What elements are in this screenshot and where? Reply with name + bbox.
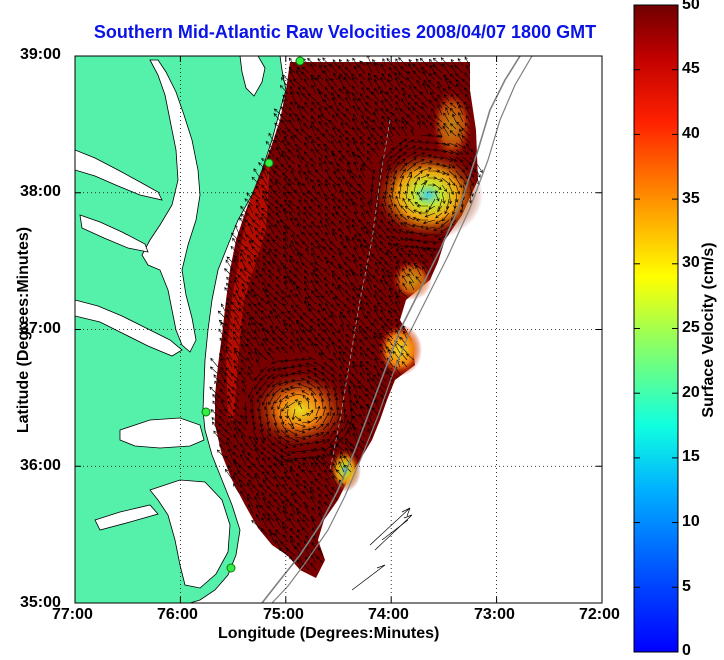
station-marker bbox=[295, 56, 305, 66]
offshore-vectors bbox=[351, 507, 413, 591]
x-tick-label: 76:00 bbox=[157, 606, 198, 623]
bathymetry-contour-3 bbox=[329, 119, 391, 471]
albemarle-sound bbox=[119, 417, 205, 449]
y-tick-label: 39:00 bbox=[20, 46, 61, 63]
colorbar-ticks bbox=[634, 69, 678, 588]
river-pamlico bbox=[94, 504, 159, 531]
colorbar-tick-label: 5 bbox=[682, 578, 691, 595]
y-tick-label: 37:00 bbox=[20, 320, 61, 337]
y-axis-label: Latitude (Degrees:Minutes) bbox=[15, 226, 32, 434]
colorbar-tick-label: 20 bbox=[682, 384, 700, 401]
bathymetry-contour-2 bbox=[271, 56, 533, 603]
eddy-north bbox=[373, 150, 483, 240]
river-potomac bbox=[75, 149, 163, 201]
delaware-bay bbox=[239, 56, 266, 97]
river-rappahannock bbox=[79, 214, 149, 253]
eddy-southeast bbox=[329, 448, 361, 492]
x-axis-label: Longitude (Degrees:Minutes) bbox=[218, 625, 440, 642]
bathymetry-contour-1 bbox=[261, 56, 521, 603]
y-tick-label: 35:00 bbox=[20, 594, 61, 611]
river-james bbox=[75, 299, 183, 357]
colorbar-tick-label: 15 bbox=[682, 448, 700, 465]
x-tick-label: 74:00 bbox=[368, 606, 409, 623]
station-marker bbox=[201, 407, 211, 417]
y-tick-label: 38:00 bbox=[20, 183, 61, 200]
eddy-east bbox=[378, 324, 422, 376]
colorbar-tick-label: 50 bbox=[682, 0, 700, 13]
colorbar-tick-label: 45 bbox=[682, 60, 700, 77]
velocity-field bbox=[209, 56, 483, 578]
x-tick-label: 75:00 bbox=[263, 606, 304, 623]
x-tick-label: 73:00 bbox=[474, 606, 515, 623]
chesapeake-bay bbox=[141, 59, 201, 353]
colorbar-label: Surface Velocity (cm/s) bbox=[700, 242, 717, 418]
station-marker bbox=[264, 158, 274, 168]
tick-marks bbox=[75, 56, 602, 603]
x-tick-label: 77:00 bbox=[52, 606, 93, 623]
colorbar bbox=[633, 4, 679, 653]
colorbar-tick-label: 35 bbox=[682, 190, 700, 207]
x-tick-label: 72:00 bbox=[579, 606, 620, 623]
colorbar-tick-label: 10 bbox=[682, 513, 700, 530]
colorbar-tick-label: 40 bbox=[682, 125, 700, 142]
colorbar-tick-label: 30 bbox=[682, 254, 700, 271]
y-tick-label: 36:00 bbox=[20, 457, 61, 474]
colorbar-tick-label: 25 bbox=[682, 319, 700, 336]
radar-stations bbox=[201, 56, 305, 573]
map-title: Southern Mid-Atlantic Raw Velocities 200… bbox=[93, 22, 597, 42]
pamlico-sound bbox=[149, 479, 231, 589]
station-marker bbox=[226, 563, 236, 573]
colorbar-tick-label: 0 bbox=[682, 642, 691, 659]
